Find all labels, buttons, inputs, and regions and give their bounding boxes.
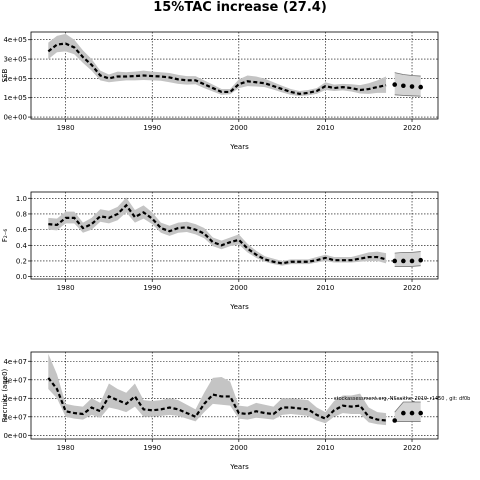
x-tick-label: 1990 — [143, 284, 161, 292]
forecast-point — [401, 258, 406, 264]
x-tick-label: 2010 — [317, 284, 335, 292]
forecast-point — [418, 410, 423, 416]
forecast-upper-line — [394, 251, 421, 254]
y-tick-label: 3e+05 — [3, 56, 27, 64]
y-tick-label: 2e+05 — [3, 75, 27, 83]
estimate-line — [47, 42, 387, 95]
forecast-band — [394, 72, 421, 97]
y-tick-label: 1e+05 — [3, 94, 27, 102]
y-tick-label: 0.2 — [16, 257, 27, 265]
forecast-point — [418, 257, 423, 263]
x-tick-label: 2000 — [230, 444, 248, 452]
y-tick-label: 2e+07 — [3, 395, 27, 403]
x-tick-label: 1980 — [57, 124, 75, 132]
forecast-lower-line — [394, 94, 421, 97]
x-axis-label: Years — [229, 143, 249, 151]
forecast-point — [409, 258, 415, 264]
forecast-point — [392, 258, 398, 264]
x-axis-label: Years — [229, 303, 249, 311]
y-tick-label: 0e+00 — [3, 432, 27, 440]
forecast-upper-line — [394, 72, 421, 77]
plot-frame — [30, 31, 439, 120]
x-tick-label: 2010 — [317, 444, 335, 452]
chart-panel-2: 1980 1990 2000 2010 2020 0.0 0.2 0.4 0.6 0.8 1.0 Ye… — [1, 191, 439, 311]
x-tick-label: 1980 — [57, 444, 75, 452]
x-tick-label: 2000 — [230, 284, 248, 292]
forecast-lower-line — [394, 265, 421, 267]
y-tick-label: 0.6 — [16, 226, 28, 234]
plot-frame — [30, 191, 439, 280]
forecast-point — [401, 83, 406, 89]
forecast-point — [409, 84, 415, 89]
forecast-point — [418, 84, 423, 90]
x-tick-label: 1980 — [57, 284, 75, 292]
chart-panel-1: 1980 1990 2000 2010 2020 0e+00 1e+05 2e+05 3e+05… — [1, 31, 439, 151]
y-tick-label: 0.0 — [16, 273, 27, 281]
forecast-upper-line — [394, 401, 421, 413]
estimate-line — [48, 203, 387, 265]
chart-panel-3: 1980 1990 2000 2010 2020 0e+00 1e+07 2e+07 3e+07… — [1, 351, 470, 471]
x-tick-label: 2000 — [230, 124, 248, 132]
forecast-point — [409, 410, 415, 416]
confidence-band — [48, 33, 387, 97]
forecast-point — [392, 418, 398, 423]
y-axis-label: SSB — [1, 68, 9, 82]
y-tick-label: 0.8 — [16, 210, 27, 218]
y-axis-label: Recruits (age0) — [1, 368, 9, 422]
y-tick-label: 3e+07 — [3, 376, 27, 384]
confidence-band — [48, 353, 387, 426]
source-annotation: stockassessment.org, NSsaithe_2019_r1450… — [334, 396, 470, 402]
y-tick-label: 1.0 — [16, 195, 27, 203]
forecast-band — [394, 401, 421, 422]
confidence-band — [48, 197, 387, 266]
x-tick-label: 1990 — [143, 124, 161, 132]
x-tick-label: 2020 — [403, 444, 421, 452]
x-tick-label: 2020 — [403, 124, 421, 132]
forecast-point — [401, 410, 406, 416]
x-tick-label: 2010 — [317, 124, 335, 132]
y-tick-label: 4e+07 — [3, 358, 27, 366]
x-tick-label: 2020 — [403, 284, 421, 292]
y-tick-label: 4e+05 — [3, 36, 27, 44]
forecast-band — [394, 251, 421, 267]
forecast-point — [392, 82, 398, 87]
chart-title: 15%TAC increase (27.4) — [153, 0, 327, 15]
x-tick-label: 1990 — [143, 444, 161, 452]
y-axis-label: F₂₋₆ — [1, 229, 9, 243]
x-axis-label: Years — [229, 463, 249, 471]
y-tick-label: 0e+00 — [3, 114, 27, 122]
plot-frame — [30, 351, 439, 440]
y-tick-label: 1e+07 — [3, 413, 27, 421]
y-tick-label: 0.4 — [16, 242, 28, 250]
